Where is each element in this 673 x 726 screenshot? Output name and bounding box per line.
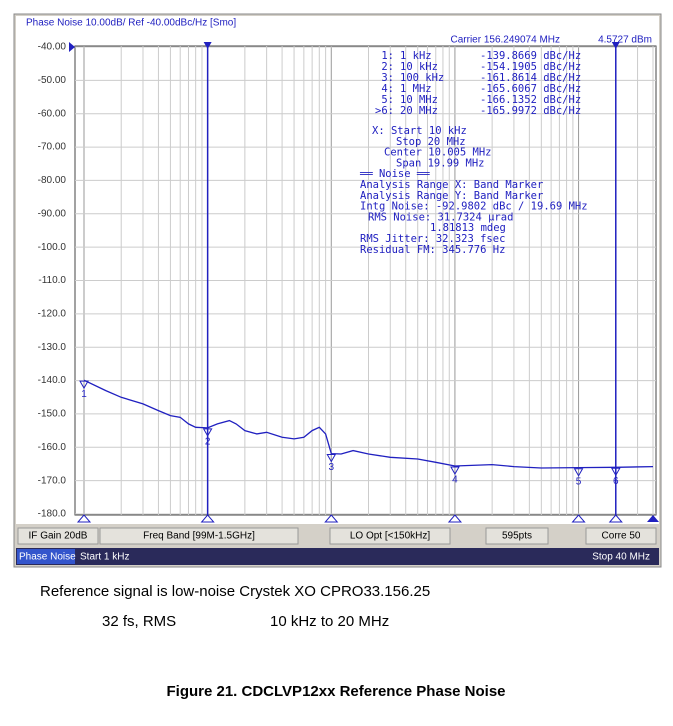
figure-caption: Figure 21. CDCLVP12xx Reference Phase No…: [166, 683, 505, 700]
carrier: Carrier 156.249074 MHz: [451, 35, 561, 46]
status-cell: [485, 527, 549, 545]
marker: [610, 467, 621, 477]
footer-bar: [16, 548, 659, 565]
title-bar: [16, 16, 659, 30]
stop: Stop 40 MHz: [592, 552, 650, 563]
marker-label: 1: [81, 389, 87, 400]
marker-id: 3:: [381, 72, 394, 84]
y-tick-label: -60.00: [38, 108, 67, 119]
status-text: 595pts: [502, 531, 532, 542]
marker-value: -154.1905 dBc/Hz: [480, 61, 581, 73]
info-line: Analysis Range X: Band Marker: [360, 179, 543, 191]
marker-label: 5: [576, 476, 582, 487]
y-tick-label: -70.00: [38, 142, 67, 153]
y-tick-label: -120.0: [38, 308, 67, 319]
marker-value: -166.1352 dBc/Hz: [480, 94, 581, 106]
caption: 32 fs, RMS: [102, 613, 176, 630]
info-line: Intg Noise: -92.9802 dBc / 19.69 MHz: [360, 201, 588, 213]
marker-id: 2:: [381, 61, 394, 73]
status-cell: [585, 527, 657, 545]
info-line: 1.81813 mdeg: [430, 222, 506, 234]
marker-freq: 1 MHz: [400, 83, 432, 95]
stop-marker: [647, 515, 659, 522]
axis-marker: [76, 514, 92, 523]
info-line: ══ Noise ══: [359, 168, 430, 180]
status-text: Corre 50: [602, 531, 641, 542]
marker-freq: 10 kHz: [400, 61, 438, 73]
marker-label: 6: [613, 476, 619, 487]
marker-freq: 100 kHz: [400, 72, 444, 84]
marker-value: -165.6067 dBc/Hz: [480, 83, 581, 95]
band-marker-top: [203, 42, 212, 49]
marker: [450, 466, 460, 475]
marker-id: 4:: [381, 83, 394, 95]
marker: [573, 468, 584, 477]
axis-marker: [447, 514, 463, 523]
status-cell: [17, 527, 99, 545]
info-line: X: Start 10 kHz: [372, 125, 467, 137]
marker: [79, 380, 89, 390]
band-marker-top: [611, 42, 620, 49]
info-line: Stop 20 MHz: [396, 136, 466, 148]
info-line: RMS Noise: 31.7324 µrad: [368, 211, 513, 223]
marker-value: -165.9972 dBc/Hz: [480, 105, 581, 117]
caption: 10 kHz to 20 MHz: [270, 613, 389, 630]
marker: [326, 453, 337, 463]
info-line: Span 19.99 MHz: [396, 157, 485, 169]
info-line: Residual FM: 345.776 Hz: [360, 244, 505, 256]
marker-id: >6:: [375, 105, 394, 117]
y-tick-label: -40.00: [38, 42, 67, 53]
y-tick-label: -50.00: [38, 75, 67, 86]
marker-value: -139.8669 dBc/Hz: [480, 50, 581, 62]
y-tick-label: -80.00: [38, 175, 67, 186]
status-text: IF Gain 20dB: [29, 531, 88, 542]
axis-marker: [324, 514, 339, 523]
marker-id: 5:: [381, 94, 394, 106]
marker-freq: 20 MHz: [400, 105, 438, 117]
y-tick-label: -170.0: [38, 475, 67, 486]
marker-id: 1:: [381, 50, 394, 62]
info-line: RMS Jitter: 32.323 fsec: [360, 233, 505, 245]
y-tick-label: -90.00: [38, 208, 67, 219]
info-line: Analysis Range Y: Band Marker: [360, 190, 543, 202]
status-cell: [329, 527, 451, 545]
status-cell: [99, 527, 299, 545]
axis-marker: [571, 514, 586, 523]
axis-marker: [200, 514, 215, 523]
marker-label: 4: [452, 475, 458, 486]
status-text: Freq Band [99M-1.5GHz]: [143, 531, 255, 542]
axis-marker: [608, 514, 623, 523]
carrier-power: 4.5727 dBm: [598, 35, 652, 46]
y-tick-label: -160.0: [38, 442, 67, 453]
y-tick-label: -110.0: [38, 275, 66, 286]
marker-value: -161.8614 dBc/Hz: [480, 72, 581, 84]
status-text: LO Opt [<150kHz]: [350, 531, 431, 542]
ref-arrow: [69, 42, 75, 52]
info-line: Center 10.005 MHz: [384, 147, 491, 159]
chart-title: Phase Noise 10.00dB/ Ref -40.00dBc/Hz [S…: [26, 18, 236, 29]
mode-tab: [17, 549, 75, 564]
marker-label: 2: [205, 437, 211, 448]
caption: Reference signal is low-noise Crystek XO…: [40, 583, 430, 600]
marker: [202, 428, 213, 437]
y-tick-label: -180.0: [38, 509, 67, 520]
marker-freq: 10 MHz: [400, 94, 438, 106]
y-tick-label: -100.0: [38, 242, 67, 253]
y-tick-label: -150.0: [38, 409, 67, 420]
y-tick-label: -130.0: [38, 342, 67, 353]
trace: [83, 379, 654, 469]
mode: Phase Noise: [19, 552, 76, 563]
start: Start 1 kHz: [80, 552, 129, 563]
marker-label: 3: [328, 462, 334, 473]
marker-freq: 1 kHz: [400, 50, 432, 62]
y-tick-label: -140.0: [38, 375, 67, 386]
